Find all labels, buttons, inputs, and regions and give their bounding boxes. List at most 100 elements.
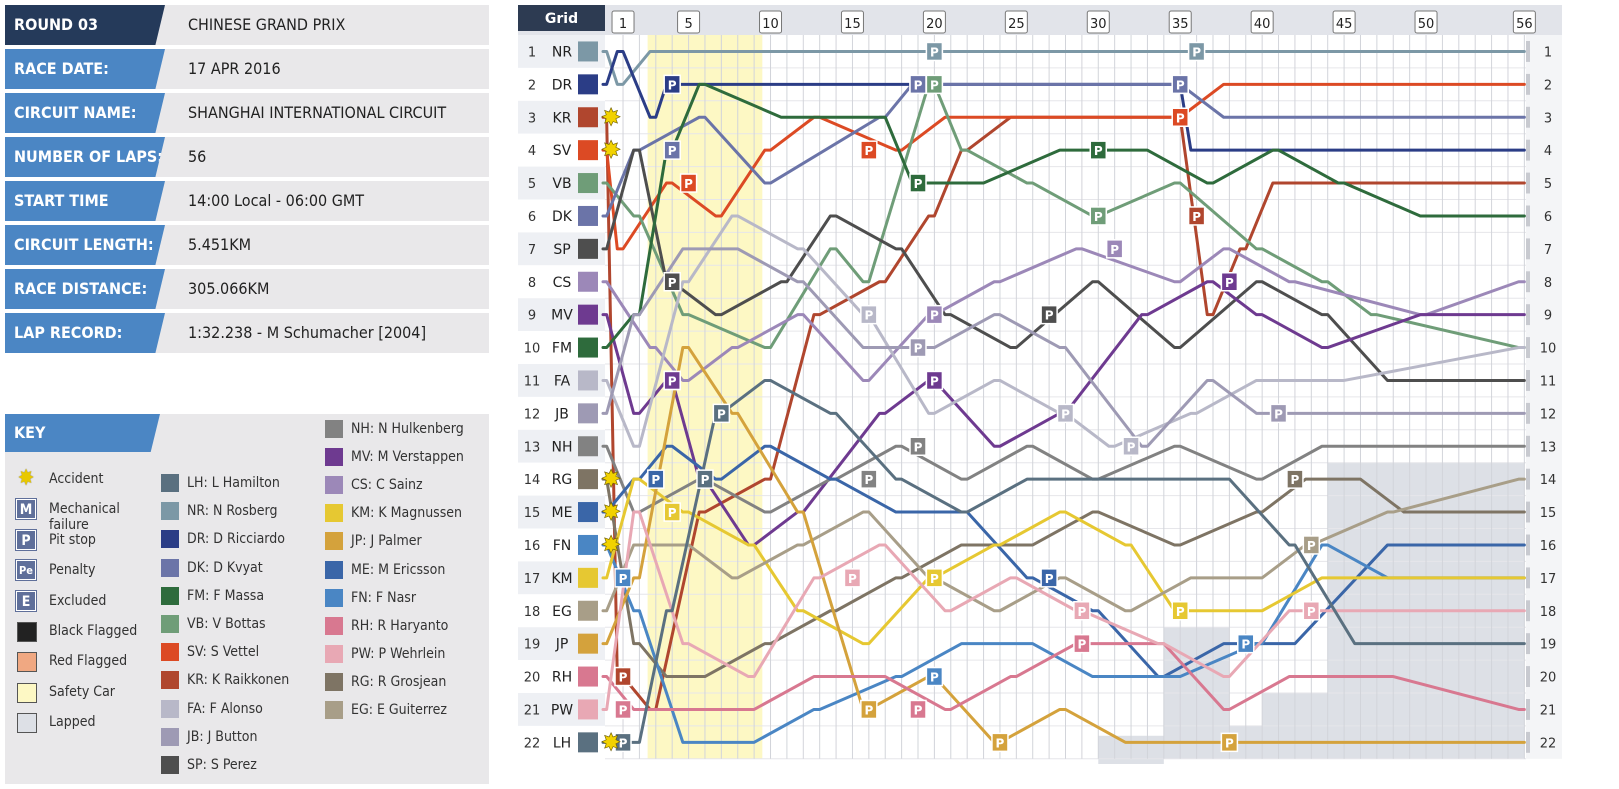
lap-tick-label: 5 <box>684 17 692 32</box>
finish-marker <box>1526 73 1530 95</box>
grid-position-number: 21 <box>524 703 541 718</box>
pit-stop-marker-label: P <box>1291 473 1300 487</box>
finish-position-number: 17 <box>1540 572 1557 587</box>
grid-position-number: 16 <box>524 539 541 554</box>
driver-key-label: KR: K Raikkonen <box>187 672 290 689</box>
black-flag-swatch <box>17 622 37 642</box>
driver-color-swatch <box>325 701 343 719</box>
key-symbol-label: Excluded <box>49 592 107 609</box>
pit-stop-marker <box>614 568 632 588</box>
lap-tick-label: 10 <box>762 17 779 32</box>
grid-position-number: 10 <box>524 342 541 357</box>
pit-stop-marker-label: P <box>864 703 873 717</box>
pit-stop-marker <box>647 469 665 489</box>
position-line-fa <box>601 214 1526 448</box>
pit-stop-marker <box>1269 403 1288 424</box>
pit-stop-marker-label: P <box>1176 111 1185 125</box>
finish-marker <box>1526 633 1530 655</box>
grid-driver-swatch <box>578 567 598 588</box>
finish-position-number: 3 <box>1544 111 1552 126</box>
lap-tick-box <box>922 10 946 34</box>
driver-color-swatch <box>161 586 179 605</box>
lap-tick-label: 35 <box>1172 17 1189 32</box>
finish-position-number: 2 <box>1544 78 1552 93</box>
pit-stop-marker-label: P <box>914 440 923 454</box>
penalty-icon: Pe <box>15 559 37 582</box>
lap-tick-box <box>611 10 635 34</box>
grid-position-number: 14 <box>524 473 541 488</box>
pit-stop-marker <box>1171 601 1189 621</box>
grid-driver-code: JP <box>555 637 569 653</box>
finish-position-number: 8 <box>1544 276 1552 291</box>
finish-marker <box>1526 337 1530 358</box>
pit-stop-marker-label: P <box>1094 144 1103 158</box>
finish-marker <box>1526 106 1530 128</box>
pit-stop-marker <box>1089 140 1108 160</box>
finish-marker <box>1526 666 1530 687</box>
driver-key-label: DK: D Kvyat <box>187 559 263 576</box>
info-label: ROUND 03 <box>5 5 165 45</box>
lap-tick-box <box>1168 10 1192 34</box>
driver-color-swatch <box>325 420 343 438</box>
pit-stop-marker-label: P <box>930 78 939 92</box>
key-symbol-label: Pit stop <box>49 531 96 548</box>
finish-position-number: 9 <box>1544 309 1552 324</box>
pit-stop-marker <box>614 732 632 753</box>
finish-marker <box>1526 238 1530 260</box>
grid-driver-swatch <box>578 107 598 128</box>
pit-stop-marker-label: P <box>668 506 677 520</box>
grid-driver-code: RG <box>552 472 573 488</box>
grid-position-number: 2 <box>528 78 536 93</box>
driver-color-swatch <box>161 756 179 774</box>
pit-stop-marker-label: P <box>996 736 1005 750</box>
lap-tick-label: 1 <box>619 17 627 32</box>
pit-stop-marker-label: P <box>1176 605 1185 619</box>
accident-icon: ✸ <box>601 728 621 756</box>
pit-stop-marker <box>1056 403 1075 424</box>
pit-stop-marker-label: P <box>914 342 923 356</box>
pit-stop-marker-label: P <box>1110 243 1119 257</box>
pit-stop-marker-label: P <box>1225 736 1234 750</box>
pit-stop-marker <box>909 173 927 193</box>
lap-tick-box <box>1250 10 1274 34</box>
grid-position-number: 22 <box>524 736 541 751</box>
pit-stop-marker <box>925 370 944 391</box>
pit-stop-marker-label: P <box>914 703 923 717</box>
pit-stop-marker <box>712 403 731 424</box>
pit-stop-marker-label: P <box>619 671 628 685</box>
grid-position-number: 12 <box>524 407 541 422</box>
finish-position-number: 18 <box>1540 605 1557 620</box>
driver-color-swatch <box>325 504 343 523</box>
pit-stop-marker <box>614 699 632 720</box>
driver-key-label: MV: M Verstappen <box>351 449 464 466</box>
grid-driver-swatch <box>578 370 598 391</box>
lap-tick-label: 45 <box>1336 17 1353 32</box>
pit-stop-marker <box>1302 535 1321 555</box>
pit-stop-marker-label: P <box>619 572 628 586</box>
pit-stop-marker <box>663 140 681 160</box>
driver-key-label: JB: J Button <box>187 728 258 745</box>
grid-driver-swatch <box>578 666 598 687</box>
pit-stop-marker-label: P <box>848 572 857 586</box>
race-info-panel: ROUND 03 CHINESE GRAND PRIX RACE DATE: 17 A… <box>5 5 489 357</box>
grid-driver-swatch <box>578 469 598 490</box>
pit-stop-marker-label: P <box>701 473 710 487</box>
driver-key-label: VB: V Bottas <box>187 616 266 632</box>
driver-color-swatch <box>161 530 179 549</box>
grid-driver-code: KR <box>553 110 572 126</box>
pit-stop-marker-label: P <box>1077 605 1086 619</box>
accident-icon: ✸ <box>601 465 621 493</box>
pit-stop-marker <box>1187 41 1206 62</box>
finish-position-number: 16 <box>1540 539 1557 554</box>
pit-stop-marker <box>925 568 944 588</box>
finish-marker <box>1526 699 1530 720</box>
grid-driver-code: CS <box>553 275 572 291</box>
pit-stop-marker-label: P <box>1192 210 1201 224</box>
info-value: 14:00 Local - 06:00 GMT <box>188 191 365 210</box>
driver-color-swatch <box>325 616 343 635</box>
info-row: RACE DATE: 17 APR 2016 <box>5 49 489 89</box>
finish-position-number: 22 <box>1540 736 1557 751</box>
finish-position-number: 15 <box>1540 506 1557 521</box>
pit-stop-marker-label: P <box>619 736 628 750</box>
driver-key-label: SV: S Vettel <box>187 644 260 661</box>
